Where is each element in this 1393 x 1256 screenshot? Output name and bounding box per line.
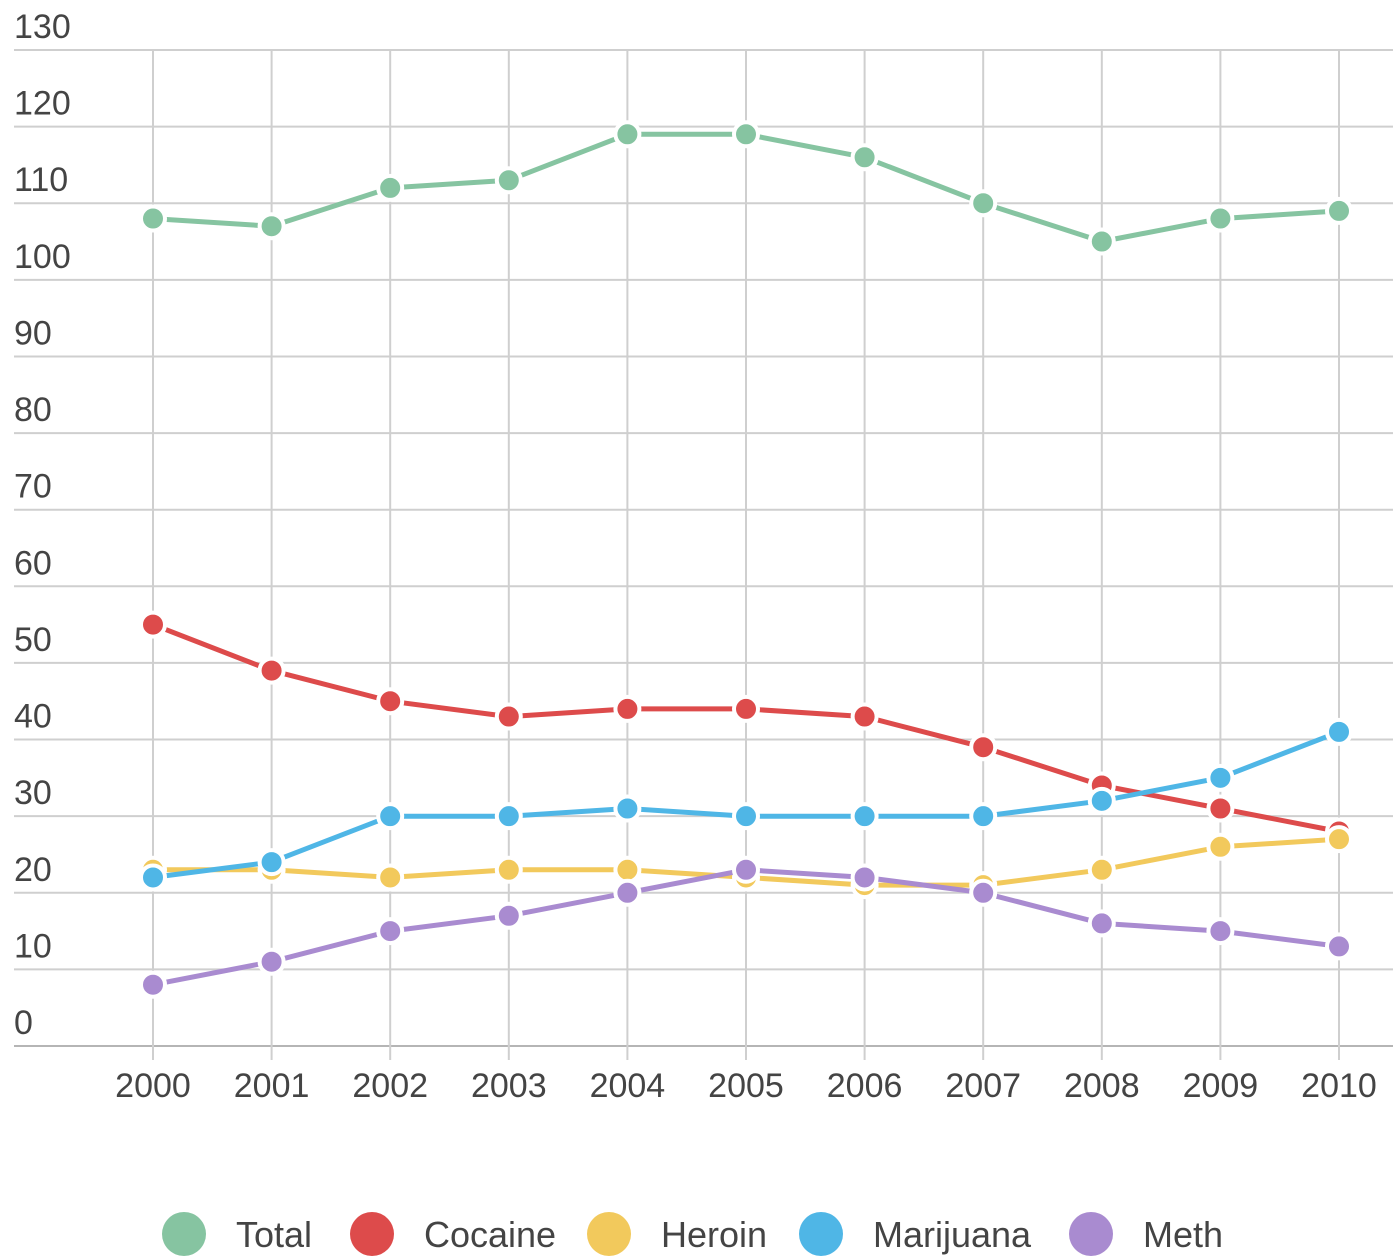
data-point xyxy=(850,702,879,731)
y-tick-label: 130 xyxy=(14,8,71,46)
data-point xyxy=(494,855,523,884)
data-point xyxy=(1206,794,1235,823)
series-layer xyxy=(139,120,1353,999)
legend-item: Heroin xyxy=(587,1212,767,1256)
y-tick-label: 70 xyxy=(14,468,52,506)
legend-label: Total xyxy=(236,1214,312,1255)
x-axis-ticks: 2000 2001 2002 2003 2004 2005 2006 2007 2008 2009… xyxy=(115,1067,1377,1105)
legend-swatch xyxy=(162,1212,206,1256)
data-point xyxy=(494,702,523,731)
data-point xyxy=(376,173,405,202)
y-tick-label: 10 xyxy=(14,927,52,965)
y-tick-label: 90 xyxy=(14,314,52,352)
x-tick-label: 2009 xyxy=(1183,1067,1259,1105)
data-point xyxy=(1325,717,1353,746)
legend-swatch xyxy=(1069,1212,1113,1256)
legend-item: Marijuana xyxy=(799,1212,1032,1256)
legend-item: Meth xyxy=(1069,1212,1223,1256)
y-tick-label: 80 xyxy=(14,391,52,429)
data-point xyxy=(732,694,760,723)
data-point xyxy=(732,855,760,884)
legend-item: Cocaine xyxy=(350,1212,556,1256)
grid-layer xyxy=(14,49,1393,1060)
x-tick-label: 2008 xyxy=(1064,1067,1140,1105)
series-marijuana xyxy=(139,717,1353,892)
legend-swatch xyxy=(799,1212,843,1256)
data-point xyxy=(376,687,405,716)
y-tick-label: 30 xyxy=(14,774,52,812)
y-tick-label: 20 xyxy=(14,851,52,889)
data-point xyxy=(1087,855,1116,884)
x-tick-label: 2004 xyxy=(590,1067,666,1105)
legend-label: Marijuana xyxy=(873,1214,1032,1255)
data-point xyxy=(613,120,642,149)
legend-swatch xyxy=(350,1212,394,1256)
data-point xyxy=(613,878,642,907)
legend-label: Cocaine xyxy=(424,1214,556,1255)
data-point xyxy=(376,802,405,831)
legend-label: Heroin xyxy=(661,1214,767,1255)
data-point xyxy=(494,802,523,831)
x-tick-label: 2002 xyxy=(352,1067,428,1105)
data-point xyxy=(1325,932,1353,961)
x-tick-label: 2003 xyxy=(471,1067,547,1105)
x-tick-label: 2006 xyxy=(827,1067,903,1105)
data-point xyxy=(613,855,642,884)
data-point xyxy=(969,802,998,831)
data-point xyxy=(613,794,642,823)
data-point xyxy=(969,878,998,907)
series-meth xyxy=(139,855,1353,999)
data-point xyxy=(732,802,760,831)
x-tick-label: 2000 xyxy=(115,1067,191,1105)
data-point xyxy=(850,863,879,892)
data-point xyxy=(376,863,405,892)
data-point xyxy=(1087,909,1116,938)
data-point xyxy=(257,212,286,241)
data-point xyxy=(139,970,167,999)
data-point xyxy=(1087,786,1116,815)
data-point xyxy=(1206,832,1235,861)
data-point xyxy=(139,863,167,892)
data-point xyxy=(1206,917,1235,946)
y-tick-label: 100 xyxy=(14,238,71,276)
legend: Total Cocaine Heroin Marijuana Meth xyxy=(162,1212,1223,1256)
data-point xyxy=(139,610,167,639)
data-point xyxy=(376,917,405,946)
x-tick-label: 2007 xyxy=(945,1067,1021,1105)
data-point xyxy=(139,204,167,233)
legend-item: Total xyxy=(162,1212,312,1256)
series-total xyxy=(139,120,1353,256)
data-point xyxy=(1325,196,1353,225)
legend-label: Meth xyxy=(1143,1214,1223,1255)
data-point xyxy=(613,694,642,723)
data-point xyxy=(1206,763,1235,792)
y-tick-label: 50 xyxy=(14,621,52,659)
data-point xyxy=(1087,227,1116,256)
x-tick-label: 2010 xyxy=(1301,1067,1377,1105)
data-point xyxy=(494,166,523,195)
y-tick-label: 60 xyxy=(14,544,52,582)
legend-swatch xyxy=(587,1212,631,1256)
x-tick-label: 2001 xyxy=(234,1067,310,1105)
x-tick-label: 2005 xyxy=(708,1067,784,1105)
y-tick-label: 120 xyxy=(14,85,71,123)
data-point xyxy=(850,143,879,172)
data-point xyxy=(1325,825,1353,854)
y-axis-ticks: 0 10 20 30 40 50 60 70 80 90 100 110 120 130 xyxy=(14,8,71,1042)
data-point xyxy=(1206,204,1235,233)
y-tick-label: 40 xyxy=(14,698,52,736)
y-tick-label: 110 xyxy=(14,161,68,199)
data-point xyxy=(969,189,998,218)
data-point xyxy=(257,947,286,976)
data-point xyxy=(850,802,879,831)
data-point xyxy=(257,656,286,685)
data-point xyxy=(969,733,998,762)
data-point xyxy=(494,901,523,930)
data-point xyxy=(257,848,286,877)
data-point xyxy=(732,120,760,149)
y-tick-label: 0 xyxy=(14,1004,33,1042)
